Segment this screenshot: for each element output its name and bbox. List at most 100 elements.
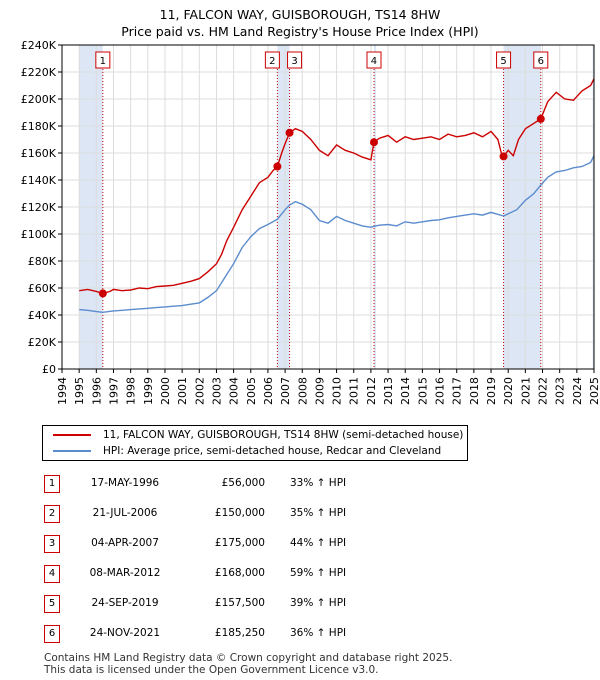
sale-point — [98, 289, 107, 298]
x-tick-label: 2012 — [365, 377, 378, 405]
sale-number-badge: 6 — [44, 625, 60, 643]
x-tick-label: 2005 — [245, 377, 258, 405]
hpi-series-line — [79, 155, 595, 314]
plot-frame — [61, 44, 595, 370]
sale-label: 3 — [291, 56, 297, 67]
x-tick-label: 2019 — [485, 377, 498, 405]
table-row: 6 24-NOV-2021 £185,250 36% ↑ HPI — [0, 623, 600, 643]
x-tick-label: 2018 — [468, 377, 481, 405]
sale-hpi-change: 35% ↑ HPI — [290, 507, 347, 519]
footer-attribution: Contains HM Land Registry data © Crown c… — [44, 652, 564, 676]
sale-date: 17-MAY-1996 — [90, 477, 160, 489]
y-tick-label: £240K — [21, 39, 57, 52]
sale-label: 4 — [371, 56, 377, 67]
x-tick-label: 2001 — [176, 377, 189, 405]
legend-label-property: 11, FALCON WAY, GUISBOROUGH, TS14 8HW (s… — [103, 429, 464, 441]
x-tick-label: 2009 — [313, 377, 326, 405]
sale-hpi-change: 59% ↑ HPI — [290, 567, 347, 579]
sale-date: 04-APR-2007 — [91, 537, 159, 549]
table-row: 3 04-APR-2007 £175,000 44% ↑ HPI — [0, 533, 600, 553]
x-tick-label: 2008 — [296, 377, 309, 405]
sale-number-badge: 1 — [44, 475, 60, 493]
x-tick-label: 2013 — [382, 377, 395, 405]
x-tick-label: 1995 — [73, 377, 86, 405]
chart-subtitle: Price paid vs. HM Land Registry's House … — [121, 24, 479, 39]
sale-point — [369, 138, 378, 147]
sale-label-box — [533, 51, 549, 69]
footer-line-1: Contains HM Land Registry data © Crown c… — [44, 652, 453, 664]
y-tick-label: £20K — [28, 336, 57, 349]
footer-line-2: This data is licensed under the Open Gov… — [44, 664, 379, 676]
x-tick-label: 2025 — [588, 377, 600, 405]
legend: 11, FALCON WAY, GUISBOROUGH, TS14 8HW (s… — [42, 425, 468, 461]
y-tick-label: £180K — [21, 120, 57, 133]
chart-title: 11, FALCON WAY, GUISBOROUGH, TS14 8HW Pr… — [0, 6, 600, 40]
sale-number-badge: 2 — [44, 505, 60, 523]
sale-price: £175,000 — [214, 537, 265, 549]
y-tick-label: £140K — [21, 174, 57, 187]
x-tick-label: 1994 — [56, 377, 69, 405]
chart-title-line-1: 11, FALCON WAY, GUISBOROUGH, TS14 8HW — [159, 7, 441, 22]
x-tick-label: 2017 — [451, 377, 464, 405]
sale-point — [536, 114, 545, 123]
x-tick-label: 2000 — [159, 377, 172, 405]
x-tick-label: 2022 — [537, 377, 550, 405]
x-tick-label: 2002 — [193, 377, 206, 405]
legend-label-hpi: HPI: Average price, semi-detached house,… — [103, 445, 442, 457]
sale-label-box — [496, 51, 512, 69]
legend-swatch-hpi — [53, 450, 91, 452]
x-tick-label: 2021 — [519, 377, 532, 405]
sale-point — [273, 162, 282, 171]
x-tick-label: 1997 — [107, 377, 120, 405]
x-tick-label: 2011 — [348, 377, 361, 405]
x-tick-label: 2016 — [434, 377, 447, 405]
x-tick-label: 2024 — [571, 377, 584, 405]
sale-hpi-change: 39% ↑ HPI — [290, 597, 347, 609]
sale-label: 2 — [269, 56, 275, 67]
legend-swatch-property — [53, 434, 91, 436]
table-row: 4 08-MAR-2012 £168,000 59% ↑ HPI — [0, 563, 600, 583]
sale-label-box — [366, 51, 382, 69]
y-tick-label: £60K — [28, 282, 57, 295]
x-tick-label: 2014 — [399, 377, 412, 405]
x-tick-label: 2023 — [554, 377, 567, 405]
legend-item-hpi: HPI: Average price, semi-detached house,… — [53, 443, 441, 459]
sale-price: £168,000 — [214, 567, 265, 579]
x-tick-label: 2003 — [210, 377, 223, 405]
y-tick-label: £200K — [21, 93, 57, 106]
x-tick-label: 1998 — [125, 377, 138, 405]
y-tick-label: £160K — [21, 147, 57, 160]
sale-number-badge: 5 — [44, 595, 60, 613]
sale-label: 1 — [100, 56, 106, 67]
table-row: 1 17-MAY-1996 £56,000 33% ↑ HPI — [0, 473, 600, 493]
sale-price: £185,250 — [214, 627, 265, 639]
sale-label-box — [287, 51, 303, 69]
table-row: 2 21-JUL-2006 £150,000 35% ↑ HPI — [0, 503, 600, 523]
sale-point — [285, 128, 294, 137]
sale-price: £150,000 — [214, 507, 265, 519]
x-tick-label: 2015 — [416, 377, 429, 405]
sale-label-box — [264, 51, 280, 69]
x-tick-label: 2020 — [502, 377, 515, 405]
sale-hpi-change: 33% ↑ HPI — [290, 477, 347, 489]
x-tick-label: 2006 — [262, 377, 275, 405]
sale-label-box — [95, 51, 111, 69]
y-tick-label: £40K — [28, 309, 57, 322]
sale-label: 5 — [500, 56, 506, 67]
sale-number-badge: 3 — [44, 535, 60, 553]
table-row: 5 24-SEP-2019 £157,500 39% ↑ HPI — [0, 593, 600, 613]
y-tick-label: £120K — [21, 201, 57, 214]
y-tick-label: £100K — [21, 228, 57, 241]
x-tick-label: 2004 — [228, 377, 241, 405]
x-tick-label: 2007 — [279, 377, 292, 405]
y-tick-label: £0 — [42, 363, 56, 376]
sale-point — [499, 152, 508, 161]
x-tick-label: 1996 — [90, 377, 103, 405]
legend-item-property: 11, FALCON WAY, GUISBOROUGH, TS14 8HW (s… — [53, 427, 463, 443]
sale-number-badge: 4 — [44, 565, 60, 583]
x-tick-label: 2010 — [331, 377, 344, 405]
x-tick-label: 1999 — [142, 377, 155, 405]
sale-date: 21-JUL-2006 — [92, 507, 158, 519]
sale-hpi-change: 36% ↑ HPI — [290, 627, 347, 639]
